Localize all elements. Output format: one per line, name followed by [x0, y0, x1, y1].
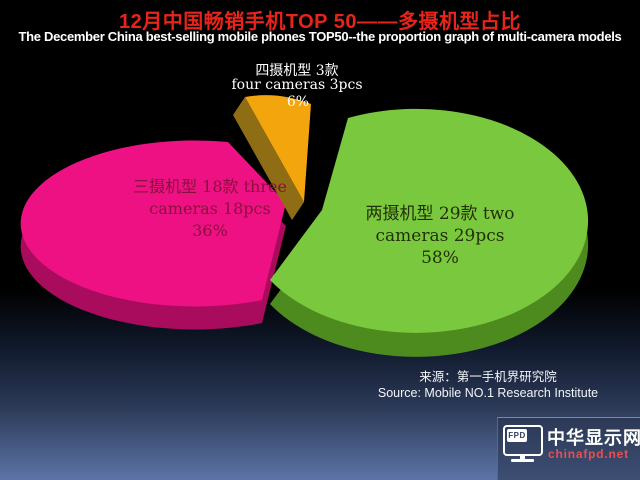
logo-site-name: 中华显示网 [547, 428, 640, 448]
pie-slice-four-cameras-3pcs [245, 95, 311, 202]
slice-percent-three-cameras: 36% [192, 221, 228, 240]
slice-label-four-cameras-en: four cameras 3pcs [231, 77, 363, 93]
monitor-frame-icon: FPD [503, 425, 543, 456]
pie-slice-three-cameras-18pcs [20, 140, 287, 307]
monitor-base-icon [511, 459, 534, 462]
site-logo: FPD 中华显示网 chinafpd.net [497, 417, 640, 480]
slice-label-two-cameras-line2: cameras 29pcs [375, 226, 505, 246]
slice-label-two-cameras: 两摄机型 29款 two cameras 29pcs 58% [340, 203, 540, 269]
slice-label-three-cameras: 三摄机型 18款 three cameras 18pcs 36% [110, 176, 310, 242]
slice-label-three-cameras-line2: cameras 18pcs [149, 199, 271, 218]
pie-slice-side [233, 97, 304, 220]
slice-percent-four-cameras: 6% [286, 94, 310, 110]
slice-label-three-cameras-line1: 三摄机型 18款 three [133, 177, 287, 196]
fpd-badge: FPD [507, 429, 527, 442]
source-line-cn: 来源：第一手机界研究院 [419, 370, 557, 384]
pie-slice-two-cameras-29pcs [270, 108, 589, 333]
slice-label-two-cameras-line1: 两摄机型 29款 two [365, 204, 515, 224]
monitor-stand-icon [520, 455, 525, 459]
source-line-en: Source: Mobile NO.1 Research Institute [377, 386, 599, 400]
page-subtitle: The December China best-selling mobile p… [18, 29, 622, 44]
source-attribution: 来源：第一手机界研究院 Source: Mobile NO.1 Research… [338, 369, 638, 401]
slice-percent-two-cameras: 58% [421, 248, 459, 268]
logo-site-url: chinafpd.net [548, 447, 629, 461]
page-title: 12月中国畅销手机TOP 50——多摄机型占比 [119, 11, 521, 33]
slice-label-four-cameras-cn: 四摄机型 3款 [255, 63, 339, 79]
fpd-monitor-icon: FPD [503, 425, 543, 467]
